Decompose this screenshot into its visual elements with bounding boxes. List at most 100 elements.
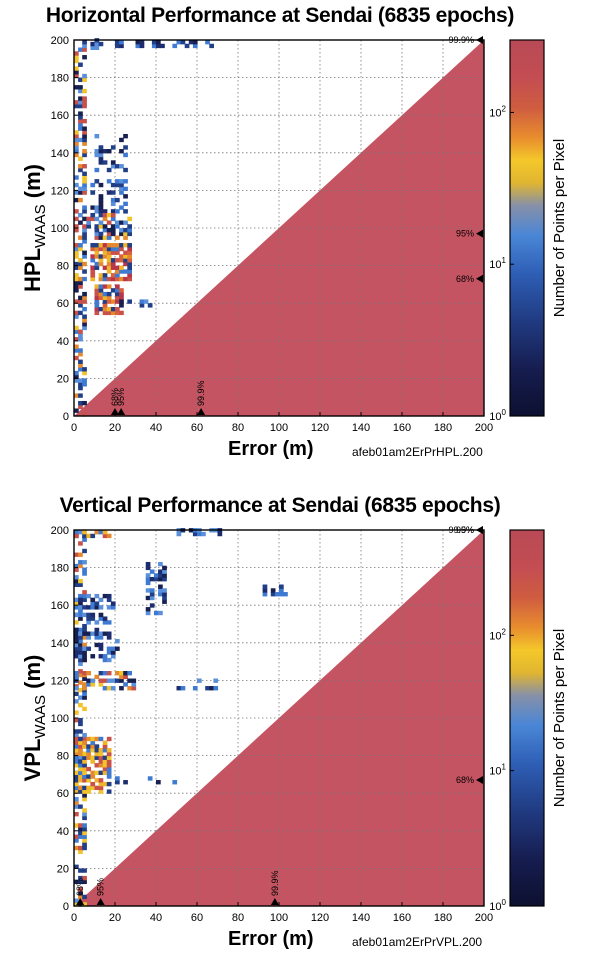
density-pixel: [74, 130, 79, 135]
density-pixel: [82, 152, 87, 158]
density-pixel: [86, 631, 91, 636]
density-pixel: [82, 318, 87, 323]
density-pixel: [110, 201, 116, 207]
density-pixel: [82, 548, 87, 554]
density-pixel: [102, 212, 108, 218]
density-pixel: [78, 96, 83, 101]
colorbar-label: Number of Points per Pixel: [551, 139, 568, 317]
density-pixel: [78, 246, 83, 252]
density-pixel: [94, 605, 100, 610]
density-pixel: [86, 224, 91, 229]
density-pixel: [78, 62, 83, 67]
density-pixel: [82, 560, 87, 565]
x-tick-label: 180: [434, 912, 452, 924]
density-pixel: [82, 175, 87, 180]
density-pixel: [74, 337, 79, 342]
density-pixel: [102, 759, 108, 764]
percentile-marker-right: [476, 526, 483, 534]
density-pixel: [82, 740, 87, 745]
density-pixel: [94, 250, 100, 255]
density-pixel: [135, 43, 141, 49]
density-pixel: [90, 616, 96, 621]
density-pixel: [82, 612, 87, 618]
density-pixel: [123, 228, 128, 233]
density-pixel: [78, 560, 83, 565]
density-pixel: [98, 182, 104, 188]
density-pixel: [90, 273, 96, 278]
density-pixel: [74, 778, 79, 783]
density-pixel: [78, 348, 83, 353]
x-axis-label: Error (m): [228, 438, 314, 460]
density-pixel: [119, 674, 124, 680]
percentile-marker-right: [476, 36, 483, 44]
density-pixel: [74, 355, 79, 361]
density-pixel: [86, 678, 91, 683]
density-pixel: [78, 126, 83, 131]
density-pixel: [86, 785, 91, 791]
density-pixel: [90, 678, 96, 683]
density-pixel: [90, 774, 96, 779]
density-pixel: [106, 190, 112, 195]
density-pixel: [90, 744, 96, 749]
density-pixel: [86, 220, 91, 225]
density-pixel: [172, 43, 178, 49]
density-pixel: [86, 593, 91, 599]
density-pixel: [119, 164, 124, 169]
density-pixel: [110, 212, 116, 218]
density-pixel: [102, 616, 108, 621]
density-pixel: [151, 40, 157, 45]
density-pixel: [78, 111, 83, 116]
density-pixel: [90, 216, 96, 222]
density-pixel: [127, 250, 132, 255]
density-pixel: [102, 306, 108, 312]
density-pixel: [106, 763, 112, 768]
density-pixel: [78, 276, 83, 282]
x-tick-label: 140: [352, 422, 370, 434]
density-pixel: [98, 682, 104, 687]
density-pixel: [82, 118, 87, 124]
density-pixel: [98, 612, 104, 618]
density-pixel: [106, 755, 112, 760]
density-pixel: [74, 276, 79, 282]
percentile-marker-bottom: [111, 408, 119, 415]
x-tick-label: 200: [475, 422, 493, 434]
density-pixel: [82, 306, 87, 312]
density-pixel: [82, 186, 87, 191]
density-pixel: [119, 243, 124, 248]
density-pixel: [82, 322, 87, 327]
density-pixel: [82, 533, 87, 539]
density-pixel: [279, 588, 284, 593]
density-pixel: [106, 246, 112, 252]
density-pixel: [82, 793, 87, 798]
density-pixel: [78, 834, 83, 839]
density-pixel: [94, 748, 100, 753]
density-pixel: [82, 682, 87, 687]
density-pixel: [119, 299, 124, 304]
density-pixel: [74, 770, 79, 775]
density-pixel: [86, 620, 91, 625]
density-pixel: [78, 646, 83, 651]
density-pixel: [94, 254, 100, 259]
density-pixel: [106, 770, 112, 775]
density-pixel: [82, 209, 87, 214]
density-pixel: [94, 152, 100, 158]
density-pixel: [119, 246, 124, 252]
density-pixel: [82, 868, 87, 873]
density-pixel: [82, 624, 87, 629]
density-pixel: [127, 224, 132, 229]
density-pixel: [74, 329, 79, 334]
colorbar-tick-label: 101: [489, 763, 506, 778]
density-pixel: [74, 796, 79, 802]
density-pixel: [74, 733, 79, 738]
density-pixel: [106, 269, 112, 274]
density-pixel: [90, 682, 96, 687]
density-pixel: [145, 588, 151, 593]
density-pixel: [145, 561, 151, 567]
density-pixel: [102, 686, 108, 691]
density-pixel: [98, 41, 104, 47]
density-pixel: [78, 695, 83, 700]
density-pixel: [82, 812, 87, 817]
density-pixel: [98, 160, 104, 165]
density-pixel: [149, 603, 155, 608]
density-pixel: [78, 329, 83, 334]
